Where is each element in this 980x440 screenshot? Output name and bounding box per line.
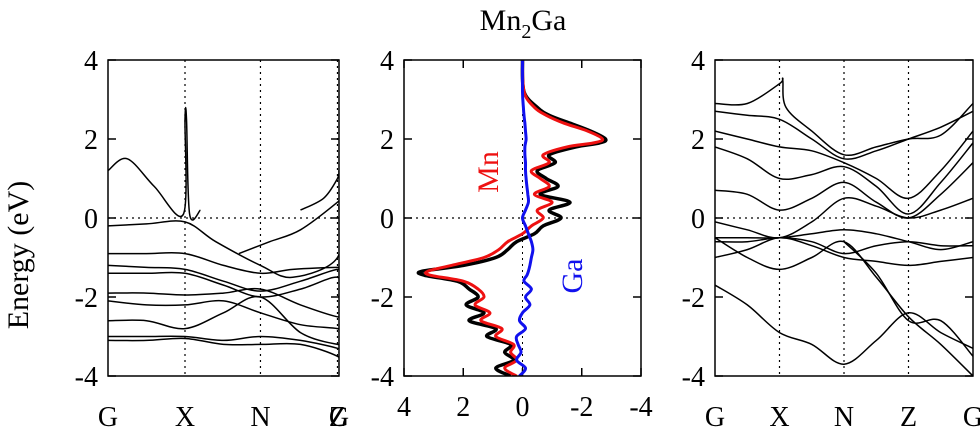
left-ytick-label: 4 (84, 46, 98, 77)
dos-panel: 420-2-44 2 0 -2 -4 (371, 46, 653, 423)
left-ytick-label: -4 (75, 362, 98, 393)
dos-xtick-label: 4 (397, 392, 411, 423)
right-band-r5 (715, 162, 973, 219)
dos-xtick-label: 0 (516, 392, 530, 423)
right-band-r6 (715, 196, 973, 239)
right-band-r4 (715, 142, 973, 215)
left-band-b6 (108, 287, 339, 318)
dos-series-total (416, 60, 608, 376)
right-band-r9 (715, 237, 973, 267)
right-band-r10 (715, 284, 973, 365)
right-kpoint-label: G (963, 402, 980, 433)
left-band-b9 (108, 335, 339, 354)
left-frame (107, 59, 340, 377)
left-ytick-label: 0 (84, 204, 98, 235)
left-kpoint-label: X (175, 402, 195, 433)
right-ytick-label: -2 (682, 283, 705, 314)
left-kpoint-label: G (329, 402, 349, 433)
left-band-b2 (108, 206, 339, 279)
band-panel-left: 420-2-4G X N ZG (75, 46, 349, 433)
dos-curves (416, 60, 608, 376)
left-band-b10 (108, 337, 339, 365)
dos-ytick-label: -4 (371, 362, 394, 393)
legend-mn: Mn (472, 151, 505, 193)
right-ytick-label: 4 (691, 46, 705, 77)
legend-ga: Ga (556, 259, 589, 294)
right-ytick-label: -4 (682, 362, 705, 393)
right-ytick-label: 2 (691, 125, 705, 156)
dos-xtick-label: 2 (456, 392, 470, 423)
left-band-b1 (108, 106, 201, 221)
left-band-b8 (108, 295, 339, 346)
right-band-r1 (715, 77, 973, 157)
dos-ytick-label: 0 (380, 204, 394, 235)
right-frame (714, 59, 974, 377)
left-ytick-label: 2 (84, 125, 98, 156)
left-bands (108, 106, 339, 365)
left-kpoint-label: G (98, 402, 118, 433)
band-panel-right: 420-2-4G X N Z G (682, 46, 980, 433)
right-kpoint-label: N (834, 402, 854, 433)
dos-ytick-label: 4 (380, 46, 394, 77)
left-band-b5 (108, 271, 339, 298)
right-kpoint-label: X (769, 402, 789, 433)
right-kpoint-label: Z (900, 402, 917, 433)
dos-frame (403, 59, 642, 377)
dos-ytick-label: 2 (380, 125, 394, 156)
right-kpoint-label: G (705, 402, 725, 433)
y-axis-label: Energy (eV) (2, 181, 35, 330)
right-band-r12 (843, 241, 973, 357)
right-band-r8 (715, 237, 973, 255)
dos-series-mn (424, 60, 605, 376)
left-band-b4 (108, 264, 339, 292)
right-ytick-label: 0 (691, 204, 705, 235)
right-bands (715, 77, 973, 376)
right-band-r2 (715, 110, 973, 160)
dos-ytick-label: -2 (371, 283, 394, 314)
dos-xtick-label: -4 (629, 392, 652, 423)
left-kpoint-label: Z (329, 402, 346, 433)
dos-xtick-label: -2 (570, 392, 593, 423)
left-band-b12 (300, 170, 339, 211)
left-kpoint-label: N (250, 402, 270, 433)
left-ytick-label: -2 (75, 283, 98, 314)
right-band-r7 (715, 229, 973, 251)
dos-series-ga (514, 60, 535, 376)
left-band-b3 (108, 251, 339, 275)
right-band-r3 (715, 130, 973, 200)
figure-title: Mn2Ga (480, 4, 567, 43)
left-band-b7 (108, 299, 339, 334)
left-band-b11 (238, 197, 339, 255)
